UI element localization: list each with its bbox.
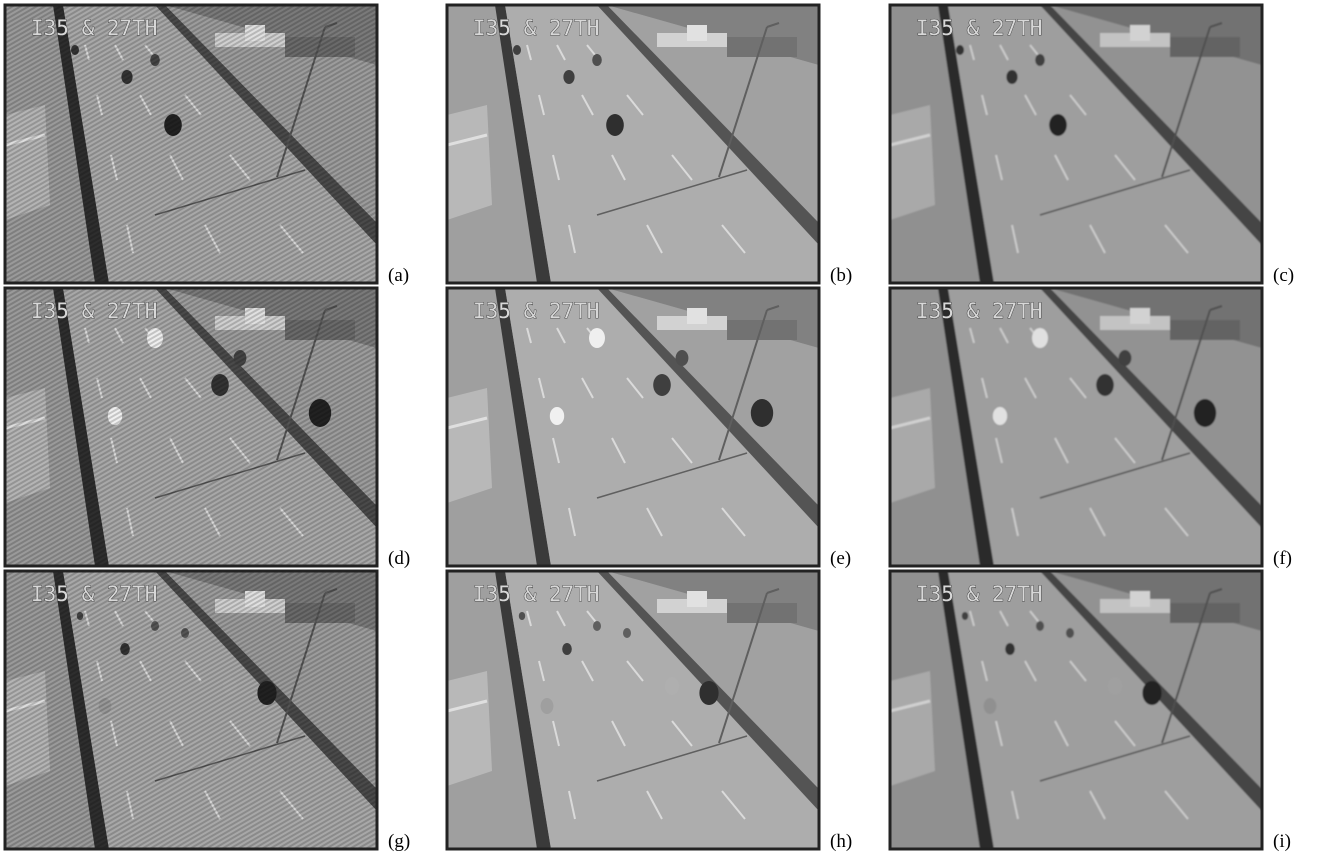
frame: I35 & 27TH (e): [447, 288, 851, 569]
contrast-tint: [447, 5, 819, 283]
camera-overlay: I35 & 27TH: [473, 582, 599, 606]
camera-overlay: I35 & 27TH: [31, 582, 157, 606]
frame-image: [890, 288, 1262, 566]
camera-overlay: I35 & 27TH: [473, 299, 599, 323]
scan-noise: [5, 288, 377, 566]
frame-image: [890, 5, 1262, 283]
figure: I35 & 27TH(a)I35 & 27TH(b)I35 & 27TH(c)I…: [0, 0, 1322, 858]
frame: I35 & 27TH (h): [447, 571, 852, 852]
dark-tint: [890, 288, 1262, 566]
frame: I35 & 27TH (f): [890, 288, 1292, 569]
frame: I35 & 27TH (i): [890, 571, 1291, 852]
contrast-tint: [447, 571, 819, 849]
frame: I35 & 27TH (a): [5, 5, 409, 286]
panel-label: (f): [1273, 548, 1292, 569]
camera-overlay: I35 & 27TH: [31, 299, 157, 323]
dark-tint: [890, 5, 1262, 283]
panel-label: (c): [1273, 265, 1294, 286]
camera-overlay: I35 & 27TH: [31, 16, 157, 40]
panel-label: (d): [388, 548, 410, 569]
camera-overlay: I35 & 27TH: [916, 16, 1042, 40]
frame: I35 & 27TH (g): [5, 571, 410, 852]
contrast-tint: [447, 288, 819, 566]
camera-overlay: I35 & 27TH: [473, 16, 599, 40]
scan-noise: [5, 5, 377, 283]
frame-image: [5, 5, 377, 283]
frame-image: [890, 571, 1262, 849]
panel-label: (g): [388, 831, 410, 852]
frame: I35 & 27TH (c): [890, 5, 1294, 286]
panel-label: (e): [830, 548, 851, 569]
frame-image: [5, 288, 377, 566]
frame-image: [447, 571, 819, 849]
frame-image: [447, 288, 819, 566]
page: {"panels": [ {"label": "(a)", "overlay":…: [0, 0, 1322, 858]
frame: I35 & 27TH (b): [447, 5, 852, 286]
camera-overlay: I35 & 27TH: [916, 582, 1042, 606]
scan-noise: [5, 571, 377, 849]
dark-tint: [890, 571, 1262, 849]
camera-overlay: I35 & 27TH: [916, 299, 1042, 323]
frame-image: [447, 5, 819, 283]
panel-label: (a): [388, 265, 409, 286]
panel-label: (h): [830, 831, 852, 852]
panel-label: (i): [1273, 831, 1291, 852]
frame: I35 & 27TH (d): [5, 288, 410, 569]
panel-label: (b): [830, 265, 852, 286]
frame-image: [5, 571, 377, 849]
